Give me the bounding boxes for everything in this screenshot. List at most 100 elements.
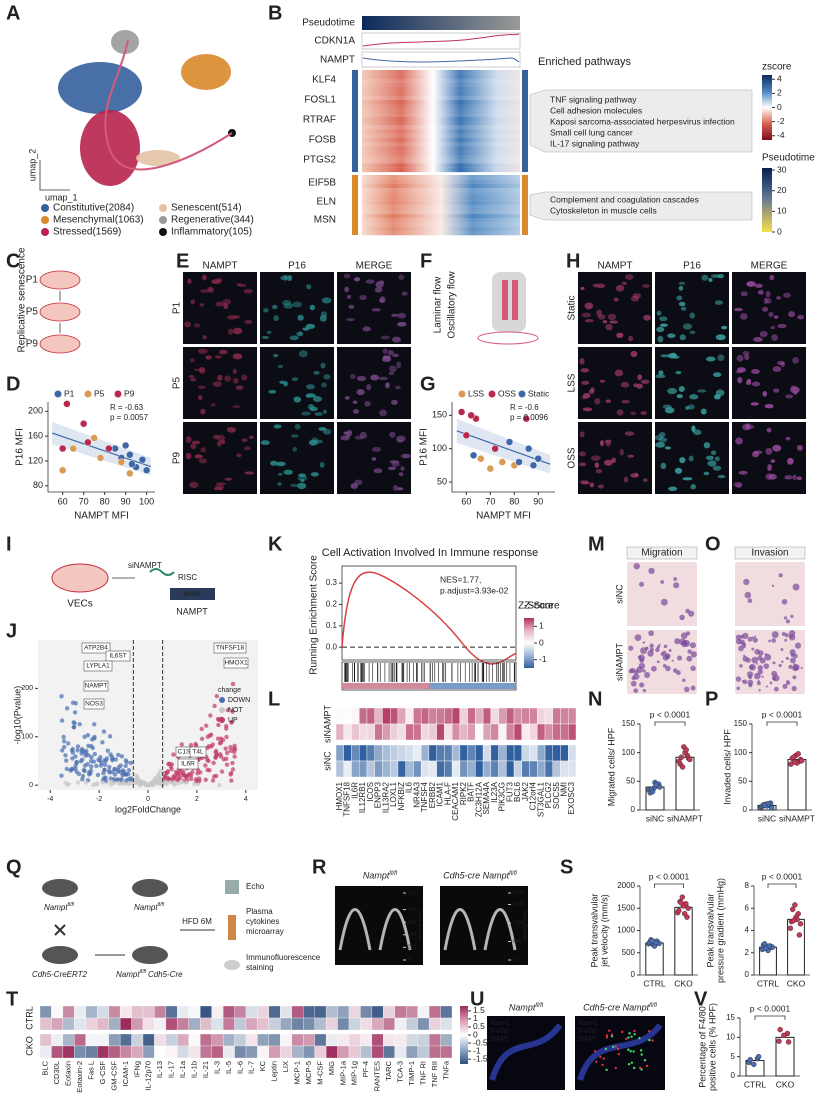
cell: [290, 434, 299, 438]
cell: [321, 382, 327, 388]
volcano-dot: [128, 781, 133, 786]
stained-cell: [791, 685, 797, 692]
panel-letter: Q: [6, 856, 22, 878]
cytokine-label: MIG: [327, 1061, 336, 1075]
volcano-dot: [113, 757, 119, 762]
stage-label: P5: [26, 307, 39, 318]
volcano-dot: [206, 758, 211, 764]
heatmap-row: [362, 104, 520, 109]
heat-cell: [406, 1005, 418, 1019]
gene-label: BATF: [467, 782, 476, 802]
heat-cell: [544, 707, 553, 725]
heat-cell: [200, 1005, 212, 1019]
x-tick-label: siNAMPT: [779, 813, 815, 823]
heat-cell: [154, 1017, 167, 1031]
cell: [189, 481, 199, 489]
heat-cell: [371, 1005, 384, 1019]
cell: [388, 365, 397, 373]
micrograph: [578, 422, 652, 494]
gene-label: IL13RA2: [381, 781, 390, 813]
dish: [39, 270, 81, 290]
cell: [706, 356, 716, 362]
gene-tag: TNFSF18: [216, 645, 245, 652]
heatmap-row: [362, 95, 520, 100]
sig-bracket: [766, 721, 798, 726]
cell: [314, 412, 323, 416]
cell: [659, 316, 668, 322]
heat-cell: [39, 1005, 52, 1019]
cell: [578, 462, 587, 467]
colorbar-tick-label: -2: [777, 116, 785, 126]
cell: [380, 335, 390, 340]
cell: [582, 393, 591, 399]
volcano-dot: [71, 720, 76, 725]
point: [777, 1026, 783, 1033]
heat-cell: [337, 1005, 350, 1019]
cell: [790, 385, 797, 390]
heat-cell: [154, 1005, 167, 1019]
cytokine-label: MIP-1g: [350, 1061, 359, 1085]
y-tick-label: 1063: [408, 890, 419, 896]
stained-cell: [639, 682, 645, 688]
axis-label: umap_2: [27, 149, 37, 182]
gene-tag: LYPLA1: [86, 663, 110, 670]
heat-cell: [397, 723, 406, 741]
heat-cell: [498, 707, 507, 725]
stained-cell: [633, 673, 640, 680]
stained-cell: [788, 664, 793, 670]
x-tick-label: CKO: [674, 978, 693, 988]
volcano-dot: [206, 744, 212, 749]
volcano-dot: [188, 742, 194, 748]
axis: [47, 402, 155, 493]
cell: [678, 285, 684, 291]
volcano-dot: [184, 780, 189, 785]
heat-cell: [131, 1005, 144, 1019]
point: [799, 757, 805, 764]
volcano-dot: [215, 736, 221, 741]
heat-cell: [359, 760, 368, 778]
gene-label: IL6R: [350, 782, 359, 799]
legend-marker: [159, 204, 167, 212]
cell: [697, 389, 707, 393]
legend-label: UP: [228, 717, 238, 724]
stained-cell: [789, 649, 796, 656]
heat-cell: [97, 1017, 109, 1031]
heat-cell: [257, 1017, 270, 1031]
heat-cell: [521, 723, 530, 741]
cell: [667, 387, 678, 395]
stained-cell: [649, 643, 654, 648]
point: [522, 414, 531, 423]
stain-dot: [614, 1045, 618, 1048]
cell: [589, 482, 594, 488]
volcano-dot: [75, 748, 80, 753]
cell: [215, 301, 225, 307]
heatmap-row: [362, 155, 520, 160]
x-tick-label: 60: [58, 496, 68, 506]
stat-label: p = 0.0057: [110, 413, 149, 422]
heat-cell: [406, 1033, 418, 1047]
stained-cell: [800, 667, 803, 670]
volcano-dot: [100, 780, 105, 785]
gene-box: [213, 642, 247, 654]
legend-label: DOWN: [228, 697, 250, 704]
point: [683, 747, 689, 753]
heat-cell: [119, 1045, 132, 1059]
heat-cell: [119, 1017, 132, 1031]
gene-label: C12orf4: [529, 781, 538, 810]
y-tick-label: 0: [408, 957, 411, 963]
legend-marker: [114, 390, 122, 398]
panel-letter: P: [705, 688, 718, 710]
heat-cell: [444, 760, 453, 778]
cell: [278, 364, 284, 369]
heatmap-row: [362, 167, 520, 173]
colorbar-tick-label: -1.5: [473, 1053, 488, 1063]
heat-cell: [188, 1005, 201, 1019]
cell: [401, 453, 411, 459]
y-tick-label: 0: [631, 805, 636, 814]
volcano-dot: [221, 757, 227, 762]
volcano-dot: [123, 763, 128, 769]
heat-cell: [351, 707, 360, 725]
gene-label: SEMA4A: [482, 781, 491, 814]
heat-cell: [428, 1045, 441, 1059]
gene-tag: NOS3: [85, 701, 103, 708]
